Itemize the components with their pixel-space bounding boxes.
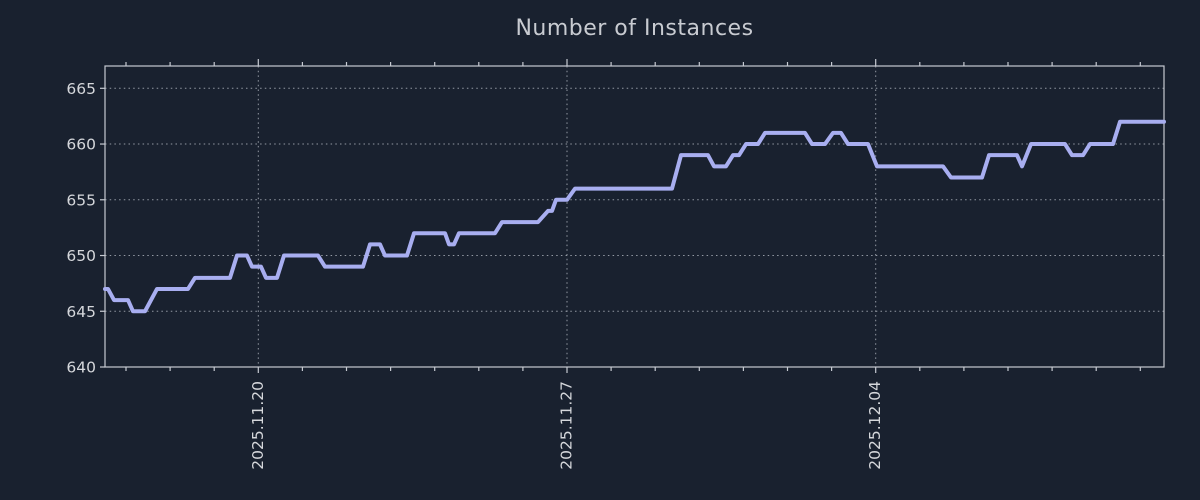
chart-title: Number of Instances [515,16,754,41]
y-tick-label: 650 [66,247,96,265]
plot-frame [104,65,1165,368]
x-tick-label: 2025.11.20 [249,381,267,470]
y-tick-labels: 665 660 655 650 645 640 [66,80,96,377]
x-tick-label: 2025.12.04 [866,381,884,470]
y-tick-label: 655 [66,191,96,209]
x-tick-label: 2025.11.27 [558,381,576,470]
y-tick-label: 640 [66,359,96,377]
y-tick-label: 660 [66,136,96,154]
gridlines [105,66,1164,367]
y-tick-label: 645 [66,303,96,321]
x-tick-labels: 2025.11.20 2025.11.27 2025.12.04 [249,381,884,470]
axis-ticks [100,59,1141,373]
data-line-instances [103,119,1166,314]
y-tick-label: 665 [66,80,96,98]
